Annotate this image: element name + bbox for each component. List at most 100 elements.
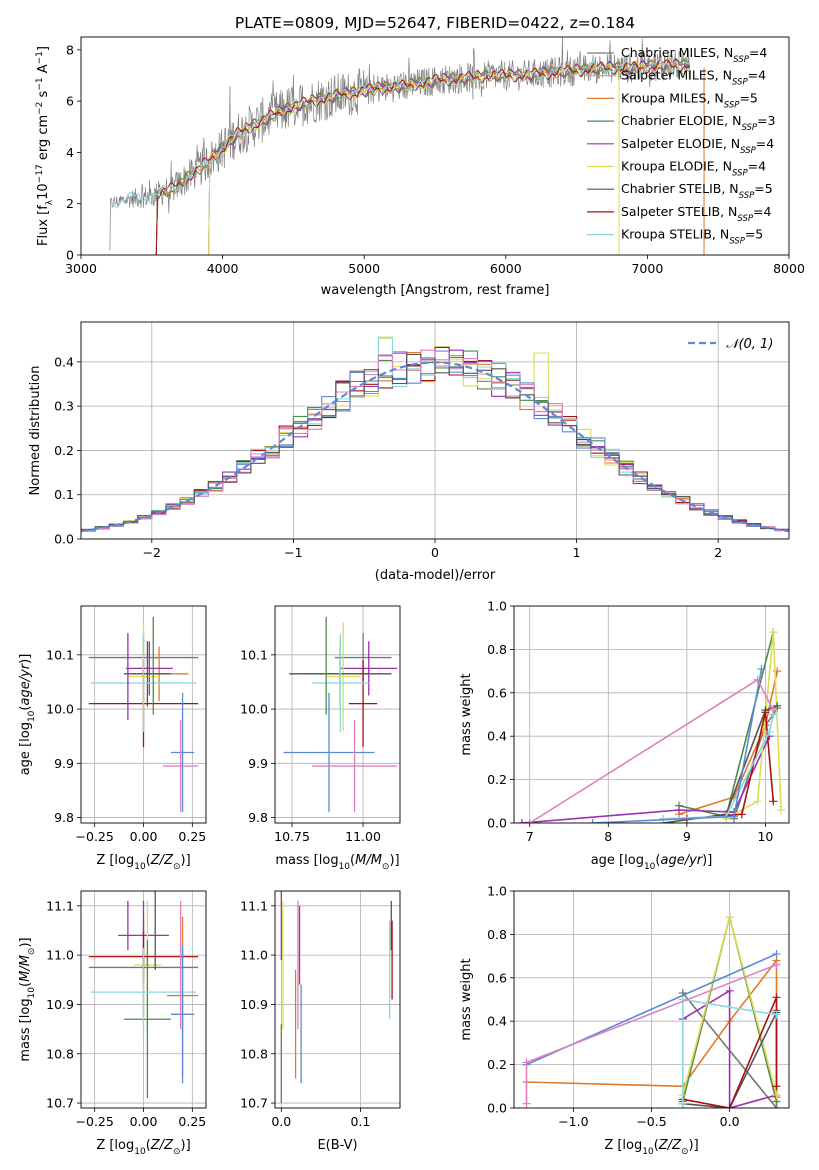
legend-label-sub: SSP bbox=[724, 100, 740, 110]
y-tick-label: 2 bbox=[66, 196, 74, 211]
x-tick-label: 0.25 bbox=[178, 829, 206, 844]
y-tick-label: 0.4 bbox=[54, 354, 74, 369]
legend-label-n: =4 bbox=[748, 68, 766, 83]
series-marker bbox=[725, 986, 734, 995]
plot-area-residuals bbox=[81, 322, 789, 539]
x-tick-label: −2 bbox=[143, 545, 161, 560]
x-tick-label: 7000 bbox=[631, 261, 663, 276]
series-marker bbox=[772, 1082, 781, 1091]
legend-label-text: Chabrier MILES, N bbox=[621, 45, 733, 60]
label-fragment: s bbox=[36, 90, 51, 101]
plot-area-mass-vs-EBV bbox=[275, 891, 400, 1108]
series-marker bbox=[522, 1099, 531, 1108]
gaussian-reference-curve bbox=[81, 361, 789, 533]
x-tick-label: −1 bbox=[284, 545, 302, 560]
y-tick-label: 0.8 bbox=[487, 927, 507, 942]
legend-label-sub: SSP bbox=[733, 55, 749, 65]
x-tick-label: 9 bbox=[683, 829, 691, 844]
series-marker bbox=[659, 814, 668, 823]
label-fragment: )] bbox=[18, 937, 33, 947]
y-tick-label: 0.4 bbox=[487, 729, 507, 744]
label-fragment: 10 bbox=[27, 987, 37, 999]
legend-label: Kroupa STELIB, NSSP=5 bbox=[621, 227, 763, 247]
plot-area-age-vs-Z bbox=[81, 606, 206, 823]
legend-label-sub: SSP bbox=[741, 123, 757, 133]
histogram-step-chabrier-stelib bbox=[81, 353, 789, 531]
x-tick-label: 0 bbox=[431, 545, 439, 560]
y-tick-label: 10.9 bbox=[46, 997, 74, 1012]
plot-area-massweight-vs-age bbox=[514, 606, 789, 823]
y-tick-label: 1.0 bbox=[487, 884, 507, 899]
label-fragment: λ bbox=[45, 199, 55, 205]
legend-label: 𝒩(0, 1) bbox=[726, 337, 773, 352]
label-fragment: A bbox=[36, 64, 51, 77]
x-axis-label: wavelength [Angstrom, rest frame] bbox=[321, 283, 550, 298]
y-tick-label: 0.2 bbox=[54, 443, 74, 458]
label-fragment: Flux [f bbox=[36, 205, 51, 246]
y-tick-label: 0.8 bbox=[487, 642, 507, 657]
series-line-salpeter-stelib bbox=[682, 996, 778, 1108]
label-fragment: ( bbox=[146, 853, 151, 868]
series-marker bbox=[753, 675, 762, 684]
label-fragment: Z [log bbox=[96, 853, 134, 868]
label-fragment: −1 bbox=[35, 51, 45, 64]
label-fragment: −17 bbox=[35, 164, 45, 183]
x-tick-label: −1.0 bbox=[558, 1114, 588, 1129]
axes-age-vs-mass: 10.75 11.00 9.8 9.9 10.0 10.1 bbox=[240, 605, 401, 844]
legend-label-n: =4 bbox=[753, 204, 771, 219]
label-fragment: mass [log bbox=[275, 853, 338, 868]
axes-frame bbox=[513, 605, 790, 824]
y-tick-label: 10.9 bbox=[240, 997, 268, 1012]
label-fragment: Z/Z bbox=[150, 1138, 174, 1153]
axes-massweight-vs-Z: −1.0 −0.5 0.0 0.0 0.2 0.4 0.6 0.8 1.0 bbox=[487, 884, 790, 1129]
label-fragment: 10 bbox=[644, 862, 656, 872]
series-marker bbox=[769, 706, 778, 715]
label-fragment: )] bbox=[389, 853, 399, 868]
axes-frame bbox=[80, 36, 790, 256]
series-marker bbox=[772, 1090, 781, 1099]
label-fragment: ( bbox=[654, 1138, 659, 1153]
spectrum-model-kroupa-elodie bbox=[208, 58, 691, 255]
axes-massweight-vs-age: 7 8 9 10 0.0 0.2 0.4 0.6 0.8 1.0 bbox=[487, 599, 790, 844]
label-fragment: )] bbox=[702, 853, 712, 868]
chart-title: PLATE=0809, MJD=52647, FIBERID=0422, z=0… bbox=[235, 14, 635, 32]
y-tick-label: 0.0 bbox=[487, 1101, 507, 1116]
legend-label: Salpeter MILES, NSSP=4 bbox=[621, 68, 766, 88]
label-fragment: )] bbox=[181, 853, 191, 868]
axes-age-vs-Z: −0.25 0.00 0.25 9.8 9.9 10.0 10.1 bbox=[46, 605, 207, 844]
y-axis-label: mass weight bbox=[459, 958, 474, 1040]
axes-mass-vs-EBV: 0.0 0.1 10.7 10.8 10.9 11.0 11.1 bbox=[240, 890, 401, 1129]
x-tick-label: 3000 bbox=[65, 261, 97, 276]
y-tick-label: 10.7 bbox=[46, 1096, 74, 1111]
y-tick-label: 10.0 bbox=[240, 702, 268, 717]
y-tick-label: 10.7 bbox=[240, 1096, 268, 1111]
spectrum-model-chabrier-elodie bbox=[155, 59, 690, 255]
series-marker bbox=[725, 1104, 734, 1108]
legend-label: Kroupa ELODIE, NSSP=4 bbox=[621, 159, 766, 179]
x-tick-label: 5000 bbox=[348, 261, 380, 276]
series-marker bbox=[522, 1058, 531, 1067]
y-tick-label: 0.4 bbox=[487, 1014, 507, 1029]
y-axis-label: mass weight bbox=[459, 673, 474, 755]
y-tick-label: 0.2 bbox=[487, 772, 507, 787]
legend-label-sub: SSP bbox=[739, 191, 755, 201]
spectrum-model-salpeter-stelib bbox=[155, 58, 691, 255]
axes-residuals: −2 −1 0 1 2 0.0 0.1 0.2 0.3 0.4 bbox=[54, 321, 790, 560]
label-fragment: ⊙ bbox=[173, 862, 181, 872]
legend-label-sub: SSP bbox=[732, 78, 748, 88]
y-axis-label: mass [log10(M/M⊙)] bbox=[18, 937, 37, 1061]
label-fragment: age [log bbox=[18, 722, 33, 775]
label-fragment: ⊙ bbox=[382, 862, 390, 872]
axes-mass-vs-Z: −0.25 0.00 0.25 10.7 10.8 10.9 11.0 11.1 bbox=[46, 890, 207, 1129]
label-fragment: ⊙ bbox=[27, 948, 37, 956]
spectrum-model-kroupa-stelib bbox=[110, 58, 691, 209]
legend-label-text: Kroupa ELODIE, N bbox=[621, 159, 732, 174]
label-fragment: 10 bbox=[642, 1147, 654, 1157]
x-tick-label: 0.1 bbox=[350, 1114, 370, 1129]
axes-frame bbox=[80, 321, 790, 540]
series-marker bbox=[769, 628, 778, 637]
spectrum-data-line bbox=[109, 37, 691, 251]
axes-frame bbox=[80, 605, 207, 824]
x-tick-label: 10 bbox=[757, 829, 773, 844]
